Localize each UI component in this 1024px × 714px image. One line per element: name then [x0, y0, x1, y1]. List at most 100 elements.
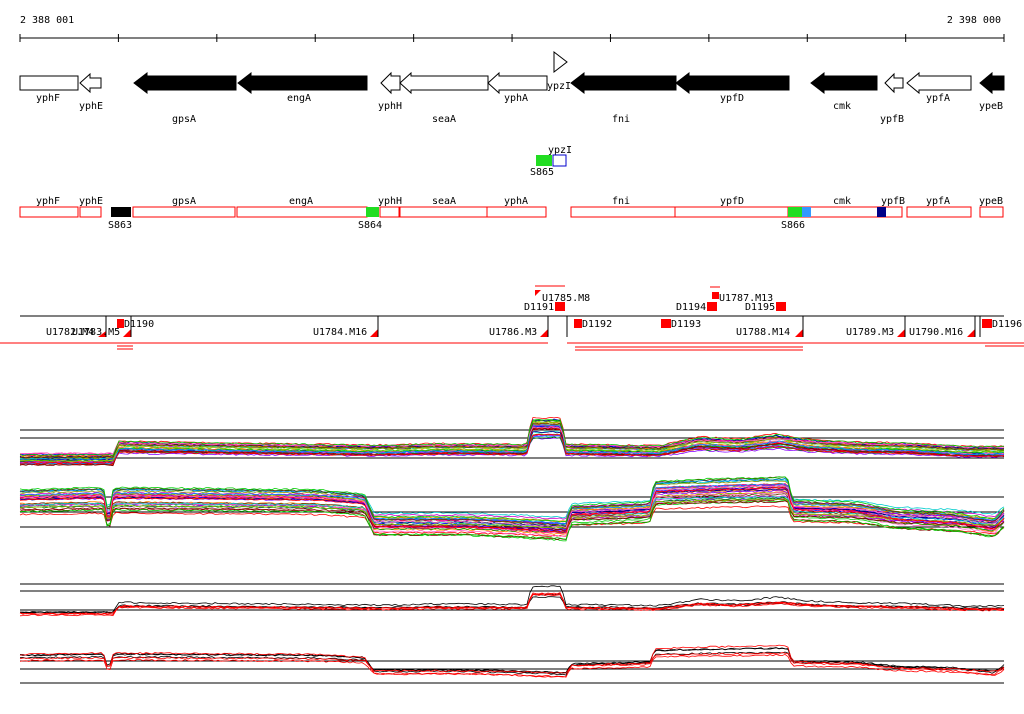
gene-fni[interactable] [570, 71, 677, 95]
gene-yphA[interactable] [487, 71, 548, 95]
segment-s863-block[interactable] [111, 207, 131, 217]
gene-ypfA[interactable] [906, 71, 972, 95]
feature-mark-u1787[interactable] [712, 292, 719, 299]
seg-box-yphE[interactable] [79, 206, 102, 218]
gene-label-ypfB: ypfB [880, 114, 904, 125]
gene-arrow-track: yphF yphE gpsA engA yphH seaA yphA ypzI … [19, 50, 1005, 125]
feature-mark-d1191[interactable] [555, 302, 565, 311]
gene-ypzI[interactable] [553, 50, 568, 74]
strand-plus-gridlines [20, 429, 1004, 459]
gene-label-yphE: yphE [79, 101, 103, 112]
condition-profile-plus [19, 437, 1005, 464]
gene-gpsA[interactable] [133, 71, 237, 95]
seg-gene-label-ypfD: ypfD [720, 196, 744, 207]
segment-label-s864: S864 [358, 220, 382, 231]
gene-label-ypfD: ypfD [720, 93, 744, 104]
feature-label-u1783: U1783.M5 [72, 327, 120, 338]
feature-mark-d1195[interactable] [776, 302, 786, 311]
seg-box-ypfD[interactable] [674, 206, 789, 218]
seg-box-ypfA[interactable] [906, 206, 972, 218]
summary-profile-plus-red [19, 593, 1005, 617]
feature-mark-d1190[interactable] [117, 319, 124, 328]
feature-mark-d1193[interactable] [661, 319, 671, 328]
feature-label-u1788: U1788.M14 [736, 327, 790, 338]
expression-panel-all-conditions [19, 416, 1005, 542]
seg-box-seaA[interactable] [399, 206, 488, 218]
gene-label-yphF: yphF [36, 93, 60, 104]
condition-profile-minus [19, 476, 1005, 527]
segment-s865-block[interactable] [536, 155, 552, 166]
condition-profile-plus [19, 433, 1005, 459]
ypzI-box[interactable] [552, 154, 567, 167]
gene-label-ypzI: ypzI [547, 81, 571, 92]
summary-profile-minus-red [19, 652, 1005, 674]
feature-mark-u1789[interactable] [897, 329, 905, 337]
feature-mark-u1788[interactable] [795, 329, 803, 337]
condition-profile-minus [19, 500, 1005, 532]
feature-mark-u1785[interactable] [535, 290, 541, 296]
condition-profile-plus [19, 433, 1005, 464]
segment-s866-block-blue[interactable] [802, 207, 811, 217]
seg-gene-label-ypfB: ypfB [881, 196, 905, 207]
strand-plus-profiles [19, 416, 1005, 467]
gene-label-yphA: yphA [504, 93, 528, 104]
segmentation-track: yphF yphE gpsA engA yphH seaA yphA fni y… [19, 196, 1004, 231]
coordinate-ruler: 2 388 001 2 398 000 [19, 15, 1005, 42]
seg-box-yphA[interactable] [486, 206, 547, 218]
feature-label-u1787: U1787.M13 [719, 293, 773, 304]
segment-s864-block[interactable] [366, 207, 379, 217]
condition-profile-plus [19, 426, 1005, 467]
feature-mark-d1192[interactable] [574, 319, 582, 328]
condition-profile-minus [19, 483, 1005, 525]
feature-mark-d1196[interactable] [982, 319, 992, 328]
seg-gene-label-yphF: yphF [36, 196, 60, 207]
feature-label-d1196: D1196 [992, 319, 1022, 330]
gene-yphH[interactable] [380, 71, 401, 95]
condition-profile-plus [19, 418, 1005, 457]
segment-label-s865: S865 [530, 167, 554, 178]
seg-gene-label-ypeB: ypeB [979, 196, 1003, 207]
summary-gridlines [20, 583, 1004, 684]
seg-box-engA[interactable] [236, 206, 368, 218]
gene-ypeB[interactable] [979, 71, 1005, 95]
feature-mark-u1790[interactable] [967, 329, 975, 337]
feature-mark-u1784[interactable] [370, 329, 378, 337]
gene-ypfB[interactable] [884, 72, 904, 94]
feature-mark-u1786[interactable] [540, 329, 548, 337]
small-rna-track: ypzI S865 [530, 145, 572, 178]
segment-s866-block-navy[interactable] [877, 207, 886, 217]
feature-mark-d1194[interactable] [707, 302, 717, 311]
gene-engA[interactable] [237, 71, 368, 95]
feature-label-u1784: U1784.M16 [313, 327, 367, 338]
feature-mark-u1782[interactable] [98, 331, 106, 337]
seg-box-yphH[interactable] [379, 206, 400, 218]
seg-box-gpsA[interactable] [132, 206, 236, 218]
seg-box-yphF[interactable] [19, 206, 79, 218]
feature-label-d1192: D1192 [582, 319, 612, 330]
summary-profile-minus-red [19, 644, 1005, 678]
gene-cmk[interactable] [810, 71, 878, 95]
condition-profile-minus [19, 485, 1005, 528]
seg-gene-label-gpsA: gpsA [172, 196, 196, 207]
seg-gene-label-yphH: yphH [378, 196, 402, 207]
feature-mark-u1783[interactable] [123, 329, 131, 337]
expression-panel-summary [19, 583, 1005, 684]
segment-s866-block-green[interactable] [788, 207, 802, 217]
gene-yphF[interactable] [19, 75, 79, 91]
condition-profile-plus [19, 424, 1005, 465]
feature-track: U1782.M4 U1783.M5 D1190 U1784.M16 U1786.… [0, 285, 1024, 351]
seg-box-ypeB[interactable] [979, 206, 1004, 218]
gene-ypfD[interactable] [675, 71, 790, 95]
gene-yphE[interactable] [79, 72, 102, 94]
ruler-end-label: 2 398 000 [947, 15, 1001, 26]
small-rna-label: ypzI [548, 145, 572, 156]
feature-label-u1786: U1786.M3 [489, 327, 537, 338]
gene-seaA[interactable] [399, 71, 489, 95]
summary-profile-plus-black [20, 585, 1005, 614]
seg-box-fni[interactable] [570, 206, 676, 218]
seg-gene-label-fni: fni [612, 196, 630, 207]
gene-label-ypfA: ypfA [926, 93, 950, 104]
ruler-start-label: 2 388 001 [20, 15, 74, 26]
gene-label-engA: engA [287, 93, 311, 104]
